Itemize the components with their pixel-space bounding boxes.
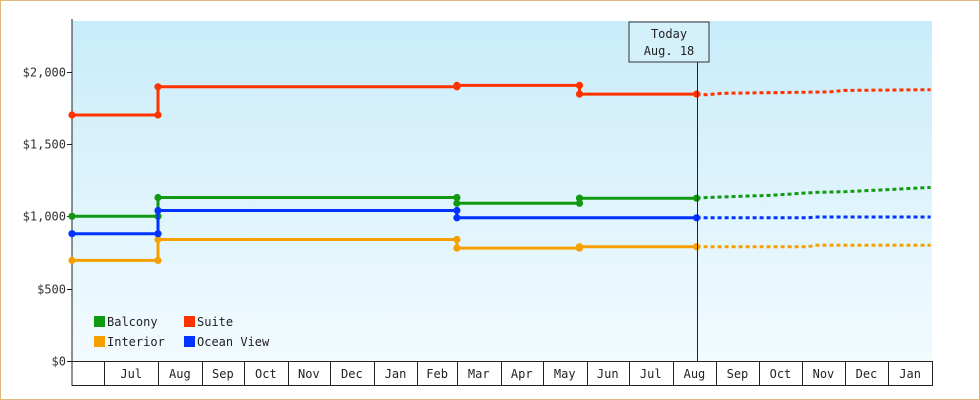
y-tick-label: $500 — [37, 283, 66, 297]
month-label: Jun — [597, 367, 619, 381]
data-point-interior — [68, 256, 76, 264]
data-point-ocean-view — [453, 206, 461, 215]
plot-background — [72, 21, 932, 361]
legend-label-balcony: Balcony — [107, 315, 158, 329]
data-point-suite — [154, 111, 162, 119]
series-interior — [68, 235, 931, 264]
month-label: Jul — [640, 367, 662, 381]
data-point-suite — [68, 111, 76, 119]
y-axis: $0 $500 $1,000 $1,500 $2,000 — [23, 19, 73, 386]
legend-label-ocean-view: Ocean View — [197, 335, 270, 349]
data-point-interior — [453, 244, 461, 252]
data-point-ocean-view — [68, 230, 76, 238]
forecast-line-ocean-view — [696, 215, 931, 220]
month-label: Jan — [899, 367, 921, 381]
data-point-suite — [575, 81, 584, 89]
data-point-balcony — [68, 212, 76, 220]
data-point-balcony — [453, 193, 461, 202]
legend-swatch-suite — [184, 316, 195, 327]
month-label: Apr — [511, 367, 533, 381]
month-label: Feb — [426, 367, 448, 381]
month-label: Oct — [255, 367, 277, 381]
forecast-line-interior — [696, 243, 931, 249]
y-tick-label: $0 — [52, 355, 66, 369]
series-line-ocean-view — [72, 209, 697, 236]
month-label: Mar — [468, 367, 490, 381]
data-point-balcony — [575, 194, 584, 202]
data-point-interior — [453, 235, 461, 244]
month-label: Dec — [341, 367, 363, 381]
data-point-interior — [575, 243, 584, 251]
data-point-interior — [154, 235, 162, 244]
data-point-suite — [154, 83, 162, 91]
month-label: Sep — [727, 367, 749, 381]
month-label: Nov — [298, 367, 320, 381]
data-point-interior — [693, 243, 701, 251]
data-point-ocean-view — [693, 214, 701, 222]
month-label: Jan — [385, 367, 407, 381]
y-tick-label: $2,000 — [23, 66, 66, 80]
data-point-ocean-view — [154, 206, 162, 215]
today-box — [628, 21, 710, 63]
month-label: Oct — [770, 367, 792, 381]
legend: Balcony Suite Interior Ocean View — [94, 315, 270, 349]
data-point-ocean-view — [453, 214, 461, 222]
series-group — [68, 81, 931, 264]
data-point-interior — [154, 256, 162, 264]
month-axis: Jul Aug Sep Oct Nov Dec Jan Feb Mar Apr May Jun Jul A… — [72, 361, 933, 386]
y-tick-label: $1,500 — [23, 138, 66, 152]
forecast-line-suite — [696, 88, 931, 97]
legend-swatch-ocean-view — [184, 336, 195, 347]
data-point-suite — [453, 81, 461, 89]
today-date: Aug. 18 — [644, 44, 695, 58]
series-ocean-view — [68, 206, 931, 238]
month-label: Sep — [212, 367, 234, 381]
legend-label-interior: Interior — [107, 335, 165, 349]
month-label: Nov — [813, 367, 835, 381]
data-point-balcony — [575, 199, 584, 207]
legend-swatch-balcony — [94, 316, 105, 327]
data-point-balcony — [453, 199, 461, 207]
legend-label-suite: Suite — [197, 315, 233, 329]
legend-swatch-interior — [94, 336, 105, 347]
forecast-line-balcony — [696, 185, 931, 200]
today-label: Today — [651, 27, 687, 41]
today-marker: Today Aug. 18 — [628, 21, 710, 361]
data-point-balcony — [693, 194, 701, 202]
month-label: May — [554, 367, 576, 381]
y-tick-label: $1,000 — [23, 210, 66, 224]
data-point-balcony — [154, 193, 162, 202]
data-point-ocean-view — [154, 230, 162, 238]
month-label: Jul — [120, 367, 142, 381]
month-label: Aug — [684, 367, 706, 381]
month-label: Dec — [856, 367, 878, 381]
data-point-suite — [575, 90, 584, 98]
series-suite — [68, 81, 931, 119]
month-label: Aug — [169, 367, 191, 381]
data-point-suite — [693, 90, 701, 98]
